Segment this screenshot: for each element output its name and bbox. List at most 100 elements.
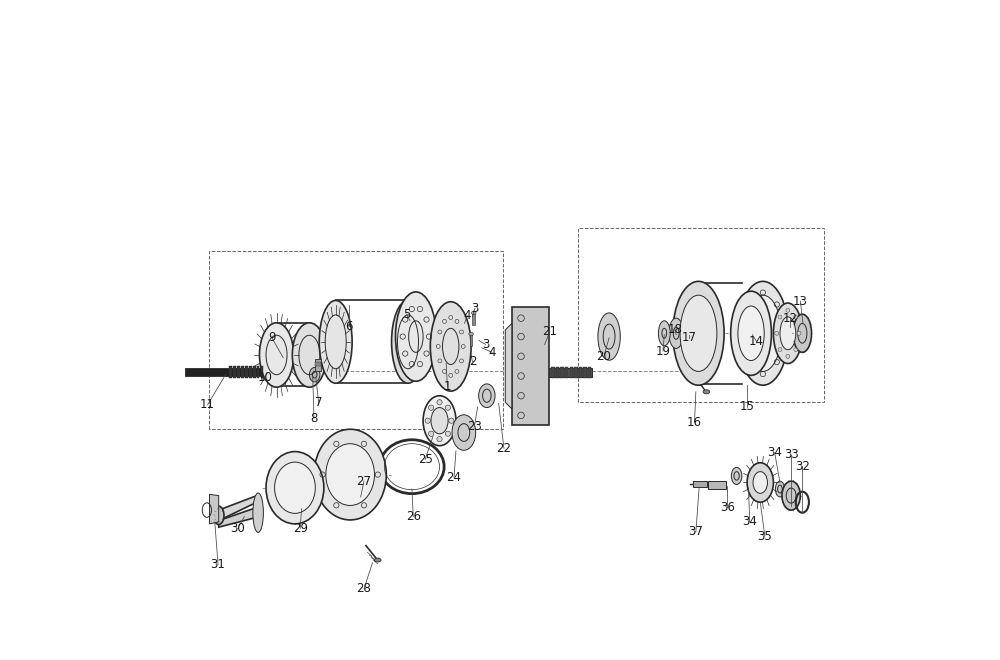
Bar [233, 366, 236, 378]
Ellipse shape [737, 281, 789, 385]
Circle shape [778, 315, 782, 319]
Bar [560, 367, 564, 378]
Bar [472, 313, 475, 325]
Text: 1: 1 [444, 380, 451, 393]
Ellipse shape [431, 408, 448, 434]
Ellipse shape [738, 306, 764, 360]
Circle shape [797, 331, 801, 335]
Ellipse shape [275, 462, 315, 513]
Circle shape [445, 431, 451, 436]
Text: 18: 18 [667, 323, 682, 337]
Text: 16: 16 [687, 416, 702, 428]
Text: 34: 34 [742, 515, 757, 529]
Ellipse shape [658, 321, 670, 346]
Text: 32: 32 [795, 459, 810, 473]
Text: 14: 14 [749, 335, 764, 348]
Bar [556, 367, 559, 378]
Ellipse shape [773, 303, 802, 364]
Bar [570, 367, 573, 378]
Text: 20: 20 [596, 350, 611, 363]
Text: 31: 31 [211, 558, 225, 571]
Text: 5: 5 [403, 308, 410, 321]
Text: 27: 27 [356, 475, 371, 488]
Text: 3: 3 [471, 302, 479, 315]
Text: 35: 35 [757, 530, 772, 543]
Circle shape [794, 315, 798, 319]
Bar [588, 367, 591, 378]
Text: 13: 13 [793, 294, 808, 308]
Text: 15: 15 [740, 401, 755, 413]
Bar [229, 366, 232, 378]
Ellipse shape [471, 312, 476, 315]
Ellipse shape [430, 302, 471, 391]
Text: 12: 12 [782, 312, 797, 325]
Circle shape [429, 431, 434, 436]
Text: 22: 22 [496, 442, 511, 455]
Ellipse shape [319, 300, 352, 383]
Text: 17: 17 [682, 331, 697, 345]
Circle shape [786, 354, 790, 358]
Ellipse shape [266, 451, 324, 524]
Bar [470, 334, 472, 346]
Text: 4: 4 [488, 346, 496, 359]
Text: 23: 23 [467, 420, 482, 433]
Circle shape [437, 436, 442, 442]
Ellipse shape [747, 463, 773, 502]
Text: 26: 26 [406, 510, 421, 523]
Bar [315, 359, 321, 371]
Text: 19: 19 [655, 345, 670, 358]
Ellipse shape [775, 481, 785, 497]
Polygon shape [512, 307, 549, 425]
Ellipse shape [326, 444, 374, 506]
Text: 3: 3 [482, 338, 489, 351]
Text: 7: 7 [315, 396, 322, 409]
Ellipse shape [753, 472, 767, 493]
Ellipse shape [261, 362, 275, 381]
Text: 33: 33 [784, 448, 799, 461]
Text: 28: 28 [357, 582, 371, 595]
Polygon shape [210, 494, 219, 524]
Ellipse shape [673, 281, 724, 385]
Ellipse shape [793, 314, 812, 352]
Bar [245, 366, 248, 378]
Ellipse shape [703, 390, 710, 394]
Bar [257, 366, 259, 378]
Ellipse shape [213, 506, 224, 525]
Text: 24: 24 [446, 471, 461, 484]
Text: 10: 10 [257, 371, 272, 384]
Text: 36: 36 [720, 501, 735, 514]
Text: 37: 37 [688, 525, 703, 539]
Polygon shape [219, 496, 257, 521]
Ellipse shape [309, 368, 320, 382]
Bar [579, 367, 582, 378]
Ellipse shape [259, 323, 294, 387]
Ellipse shape [452, 414, 476, 450]
Ellipse shape [469, 332, 473, 335]
Text: 21: 21 [542, 325, 557, 338]
Text: 29: 29 [293, 522, 308, 535]
Bar [583, 367, 587, 378]
Text: 11: 11 [200, 399, 215, 411]
Polygon shape [505, 323, 512, 409]
Ellipse shape [314, 429, 386, 520]
Ellipse shape [744, 295, 781, 372]
Bar [693, 480, 707, 487]
Text: 8: 8 [310, 412, 318, 424]
Bar [551, 367, 555, 378]
Bar [253, 366, 256, 378]
Bar [241, 366, 244, 378]
Ellipse shape [396, 292, 436, 381]
Bar [237, 366, 240, 378]
Ellipse shape [731, 291, 771, 376]
Ellipse shape [782, 481, 800, 510]
Bar [185, 368, 262, 376]
Ellipse shape [423, 396, 456, 446]
Text: 34: 34 [767, 446, 782, 459]
Ellipse shape [374, 558, 381, 562]
Ellipse shape [292, 323, 326, 387]
Circle shape [778, 348, 782, 352]
Polygon shape [219, 508, 257, 527]
Text: 2: 2 [469, 355, 476, 368]
Text: 25: 25 [418, 453, 433, 466]
Circle shape [425, 418, 430, 423]
